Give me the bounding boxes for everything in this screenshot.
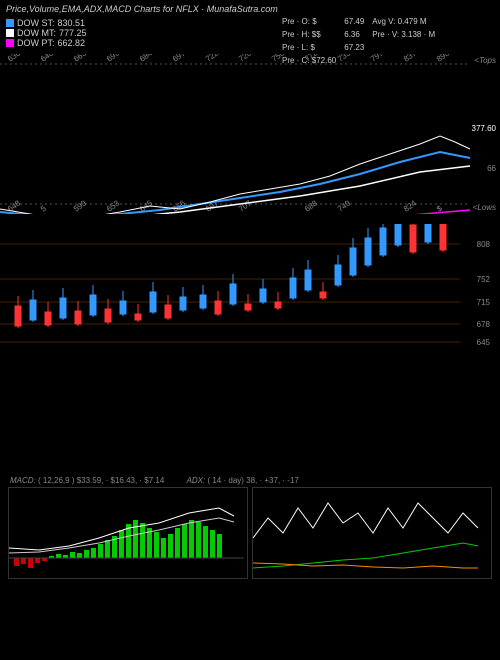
legend-mt: DOW MT: 777.25 [6,28,87,38]
guide-top: <Tops [474,56,496,65]
svg-text:715: 715 [477,298,491,307]
legend-pt: DOW PT: 662.82 [6,38,85,48]
svg-text:735: 735 [336,54,353,64]
ema66-label: 66 [487,164,496,173]
svg-text:749: 749 [336,198,353,213]
svg-text:707: 707 [237,198,254,213]
svg-text:824: 824 [402,198,419,213]
point-figure-chart: 808 752 715 678 645 [0,224,500,354]
info-r3c3 [372,42,441,53]
info-r1c1: Pre · O: $ [282,16,342,27]
svg-text:728: 728 [237,54,254,64]
info-r3c2: 67.23 [344,42,370,53]
svg-text:636: 636 [6,54,23,64]
svg-text:898: 898 [435,54,452,64]
legend-st-value: 830.51 [58,18,86,28]
macd-vals: ( 12,26,9 ) $33.59, · $16.43, · $7.14 [38,476,164,485]
guide-bottom: <Lows [473,203,496,212]
swatch-st [6,19,14,27]
svg-text:697: 697 [171,54,188,64]
svg-text:699: 699 [105,54,122,64]
legend-mt-value: 777.25 [59,28,87,38]
price-label: 377.60 [472,124,496,133]
svg-text:653: 653 [105,198,122,213]
adx-panel [252,487,492,579]
indicator-header: MACD: ( 12,26,9 ) $33.59, · $16.43, · $7… [0,474,500,487]
info-r2c2: 6.36 [344,29,370,40]
legend-pt-label: DOW PT: [17,38,55,48]
svg-text:648: 648 [39,54,56,64]
adx-label: ADX: [187,476,206,485]
legend-mt-label: DOW MT: [17,28,56,38]
info-r3c1: Pre · L: $ [282,42,342,53]
legend-st-label: DOW ST: [17,18,55,28]
svg-text:5: 5 [39,203,48,213]
svg-text:688: 688 [303,198,320,213]
legend-pt-value: 662.82 [58,38,86,48]
info-r2c1: Pre · H: $$ [282,29,342,40]
svg-text:750: 750 [270,54,287,64]
swatch-mt [6,29,14,37]
svg-text:684: 684 [138,54,155,64]
svg-text:772: 772 [303,54,320,64]
info-r1c2: 67.49 [344,16,370,27]
swatch-pt [6,39,14,47]
macd-panel [8,487,248,579]
svg-text:663: 663 [72,54,89,64]
legend-st: DOW ST: 830.51 [6,18,85,28]
svg-text:678: 678 [477,320,491,329]
svg-text:752: 752 [477,275,491,284]
macd-label: MACD: [10,476,36,485]
adx-vals: ( 14 · day) 38, · +37, · -17 [207,476,298,485]
svg-text:797: 797 [369,54,386,64]
svg-text:645: 645 [477,338,491,347]
info-r1c3: Avg V: 0.479 M [372,16,441,27]
svg-text:837: 837 [402,54,419,64]
info-r2c3: Pre · V: 3.138 · M [372,29,441,40]
svg-text:808: 808 [477,240,491,249]
svg-text:599: 599 [72,198,89,213]
svg-text:722: 722 [204,54,221,64]
main-price-chart: 636 648 663 699 684 697 722 728 750 772 735 797 837 8… [0,54,500,214]
